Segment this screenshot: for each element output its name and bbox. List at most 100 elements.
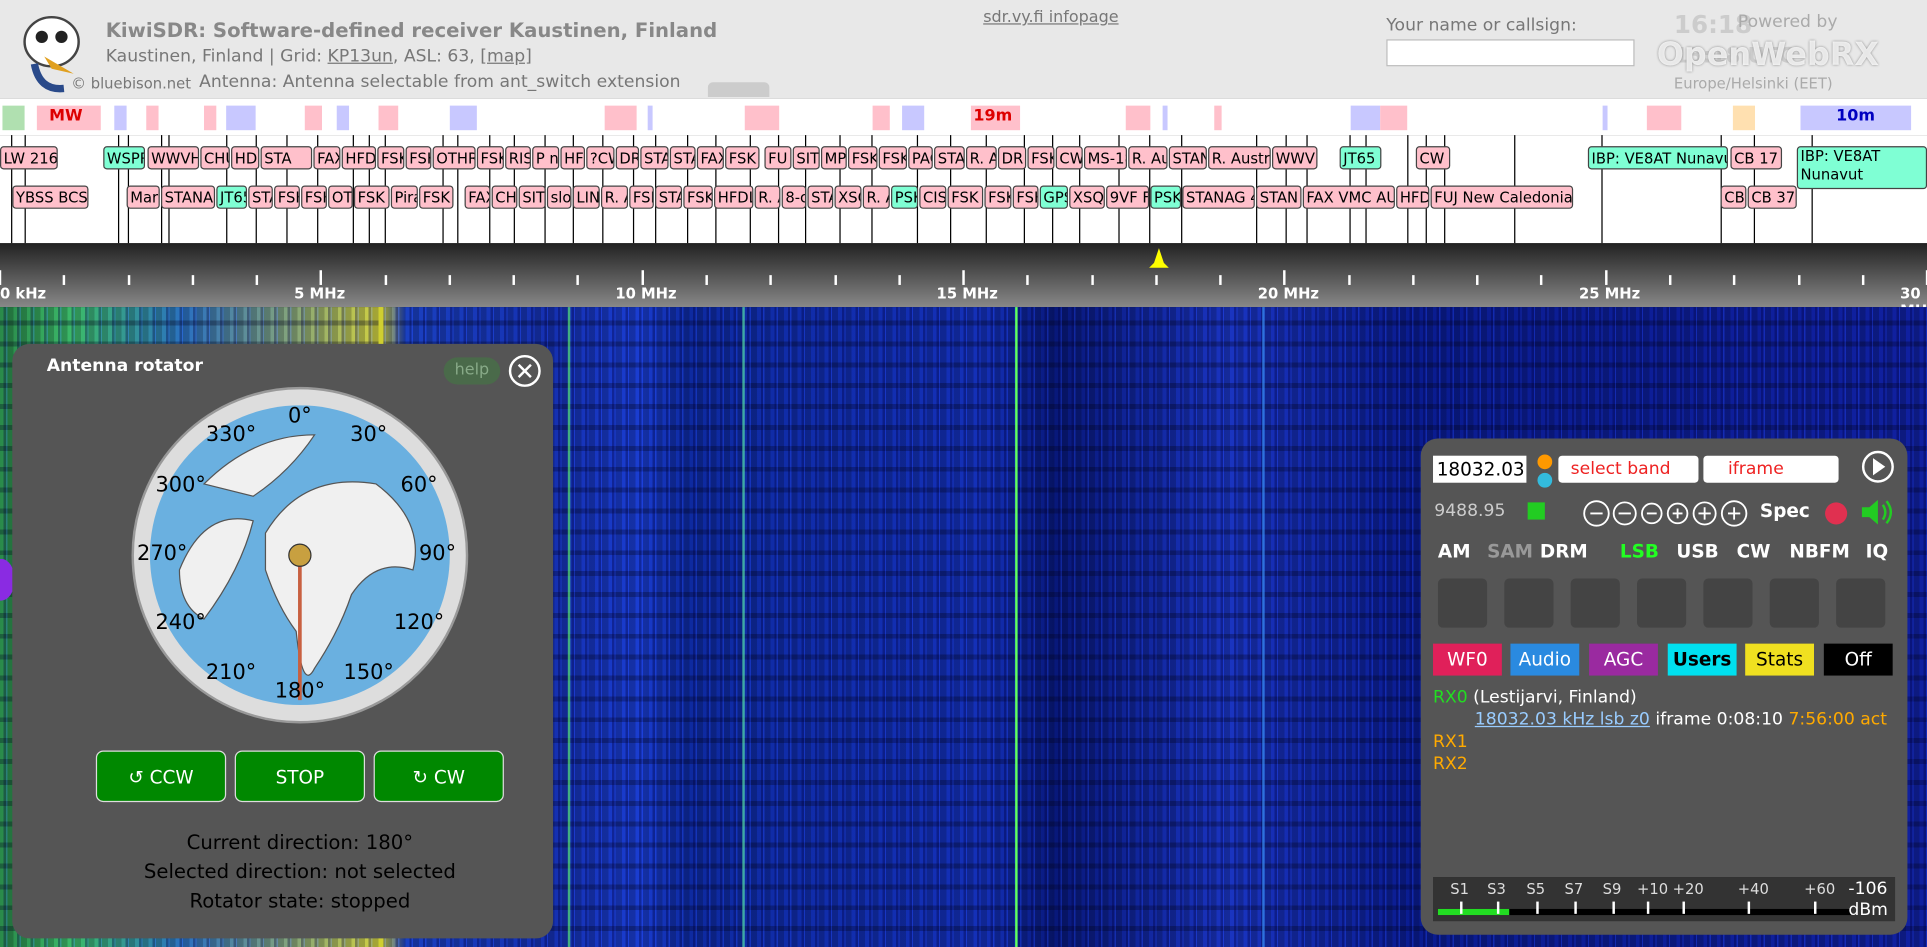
station-label[interactable]: P n [532,146,559,169]
zoom-in[interactable] [1438,579,1487,628]
station-label[interactable]: FSK [848,146,877,169]
station-label[interactable]: PSK [1150,185,1181,208]
record-button[interactable] [1825,502,1847,524]
station-label[interactable]: FUJ New Caledonia [1431,185,1574,208]
station-label[interactable]: RIS [505,146,531,169]
station-label[interactable]: CB [1721,185,1747,208]
rx0-freq-link[interactable]: 18032.03 kHz lsb z0 [1475,710,1650,730]
callsign-input[interactable] [1386,39,1634,66]
station-label[interactable]: STANAG 4 [1182,185,1255,208]
station-label[interactable]: HFD [342,146,376,169]
station-label[interactable]: STA [934,146,965,169]
station-label[interactable]: FAX [697,146,724,169]
station-label[interactable]: FSK [984,185,1011,208]
station-label[interactable]: STA [261,146,313,169]
station-label[interactable]: YBSS BCS [12,185,88,208]
station-label[interactable]: R. Austra [1208,146,1271,169]
station-label[interactable]: WWVH [147,146,199,169]
station-label[interactable]: STA [640,146,668,169]
station-label[interactable]: Mari [127,185,160,208]
station-label[interactable]: 8-c [782,185,807,208]
station-label[interactable]: STA [248,185,273,208]
station-label[interactable]: CW [1056,146,1083,169]
cw-button[interactable]: ↻ CW [374,750,504,802]
station-label[interactable]: FSK [725,146,759,169]
station-label[interactable]: R. A [601,185,628,208]
station-label[interactable]: OT [328,185,353,208]
station-label[interactable]: DR [998,146,1026,169]
station-label[interactable]: FAX [313,146,340,169]
zoom-steps[interactable] [1580,497,1752,529]
station-label[interactable]: FAX VMC AU [1303,185,1395,208]
station-label[interactable]: R. A [966,146,997,169]
station-label[interactable]: XSQ [834,185,861,208]
station-label[interactable]: FSK [354,185,390,208]
station-label[interactable]: FSK [419,185,453,208]
station-label[interactable]: 9VF F [1106,185,1149,208]
station-label[interactable]: PAC [908,146,933,169]
station-label[interactable]: CW [1416,146,1450,169]
station-label[interactable]: STANA [161,185,215,208]
panel-tab[interactable]: Audio [1510,644,1579,676]
station-label[interactable]: SIT [519,185,546,208]
station-label[interactable]: FSK [879,146,907,169]
stop-button[interactable]: STOP [235,750,365,802]
station-label[interactable]: OTHR [433,146,476,169]
zoom-max[interactable] [1637,579,1686,628]
station-label[interactable]: FSK [948,185,984,208]
panel-tab[interactable]: AGC [1589,644,1658,676]
station-label[interactable]: MP [821,146,847,169]
panel-tab[interactable]: Users [1668,644,1737,676]
mute-button[interactable] [1859,497,1893,526]
station-label[interactable]: FSK [301,185,327,208]
station-label[interactable]: STAN [1256,185,1301,208]
page-left[interactable] [1770,579,1819,628]
play-button[interactable] [1861,450,1895,484]
station-label[interactable]: FSK [683,185,712,208]
zoom-min[interactable] [1571,579,1620,628]
infopage-link[interactable]: sdr.vy.fi infopage [983,9,1118,27]
freq-step[interactable] [1536,453,1553,490]
mode-button[interactable]: NBFM [1789,540,1849,562]
station-label[interactable]: FAX [465,185,491,208]
station-label[interactable]: FSK [477,146,504,169]
station-label[interactable]: Pira [391,185,418,208]
station-label[interactable]: JT65 [1340,146,1382,169]
grid-link[interactable]: KP13un [328,47,393,67]
station-label[interactable]: FSK [377,146,404,169]
station-label[interactable]: XSQ [1069,185,1105,208]
mode-button[interactable]: CW [1737,540,1771,562]
station-label[interactable]: SIT [793,146,820,169]
station-label[interactable]: STA [807,185,833,208]
panel-tab[interactable]: Stats [1745,644,1814,676]
station-label[interactable]: HD [231,146,259,169]
close-button[interactable] [508,354,542,388]
station-label[interactable]: CHU [492,185,518,208]
station-label[interactable]: ?CW [586,146,614,169]
station-label[interactable]: STAN [1169,146,1207,169]
panel-tab[interactable]: Off [1824,644,1893,676]
station-label[interactable]: PSK [891,185,918,208]
station-label[interactable]: R. Au [1128,146,1167,169]
mode-button[interactable]: USB [1676,540,1718,562]
help-button[interactable]: help [444,357,501,384]
band-select[interactable]: select band [1558,456,1698,483]
page-right[interactable] [1836,579,1885,628]
station-label[interactable]: slo [547,185,572,208]
station-label[interactable]: HFD [1396,185,1429,208]
station-label[interactable]: CB 17 [1730,146,1782,169]
station-label[interactable]: WWV [1272,146,1317,169]
spec-button[interactable]: Spec [1760,500,1810,522]
tuning-marker[interactable] [1147,246,1172,271]
station-label[interactable]: CIS [919,185,946,208]
station-label[interactable]: DR [616,146,639,169]
mode-button[interactable]: IQ [1866,540,1889,562]
station-label[interactable]: R. A [863,185,890,208]
station-label[interactable]: LIN [573,185,600,208]
mode-button[interactable]: DRM [1540,540,1588,562]
map-link[interactable]: [map] [480,47,532,67]
station-label[interactable]: STA [670,146,696,169]
mode-button[interactable]: AM [1438,540,1471,562]
mode-button[interactable]: LSB [1620,540,1659,562]
station-label[interactable]: IBP: VE8AT Nunavut [1588,146,1728,169]
